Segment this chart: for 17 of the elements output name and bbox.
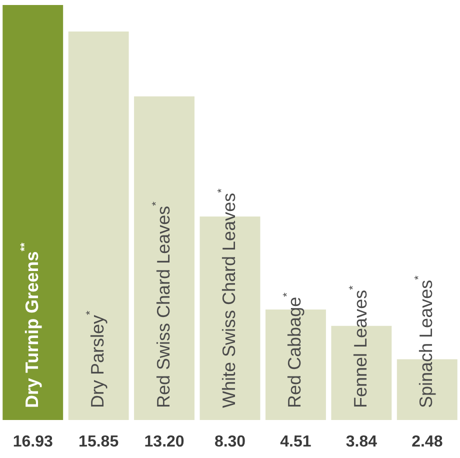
data-label: 3.84 bbox=[346, 433, 378, 450]
bar bbox=[2, 5, 64, 420]
data-label: 2.48 bbox=[412, 433, 443, 450]
x-tick-label: Spinach Leaves* bbox=[413, 274, 436, 408]
x-tick-label: Red Cabbage* bbox=[282, 292, 305, 408]
x-tick-label: White Swiss Chard Leaves* bbox=[216, 188, 239, 408]
bar bbox=[134, 96, 195, 420]
data-label: 16.93 bbox=[12, 433, 53, 450]
x-tick-label: Fennel Leaves* bbox=[347, 284, 370, 408]
x-tick-label: Dry Parsley* bbox=[84, 310, 108, 408]
x-tick-label: Dry Turnip Greens** bbox=[18, 242, 42, 408]
data-label: 15.85 bbox=[78, 433, 119, 450]
x-tick-label: Red Swiss Chard Leaves* bbox=[150, 200, 174, 408]
bar bbox=[68, 31, 129, 420]
data-label: 13.20 bbox=[144, 433, 184, 450]
data-label: 8.30 bbox=[214, 433, 246, 450]
data-label: 4.51 bbox=[280, 433, 312, 450]
